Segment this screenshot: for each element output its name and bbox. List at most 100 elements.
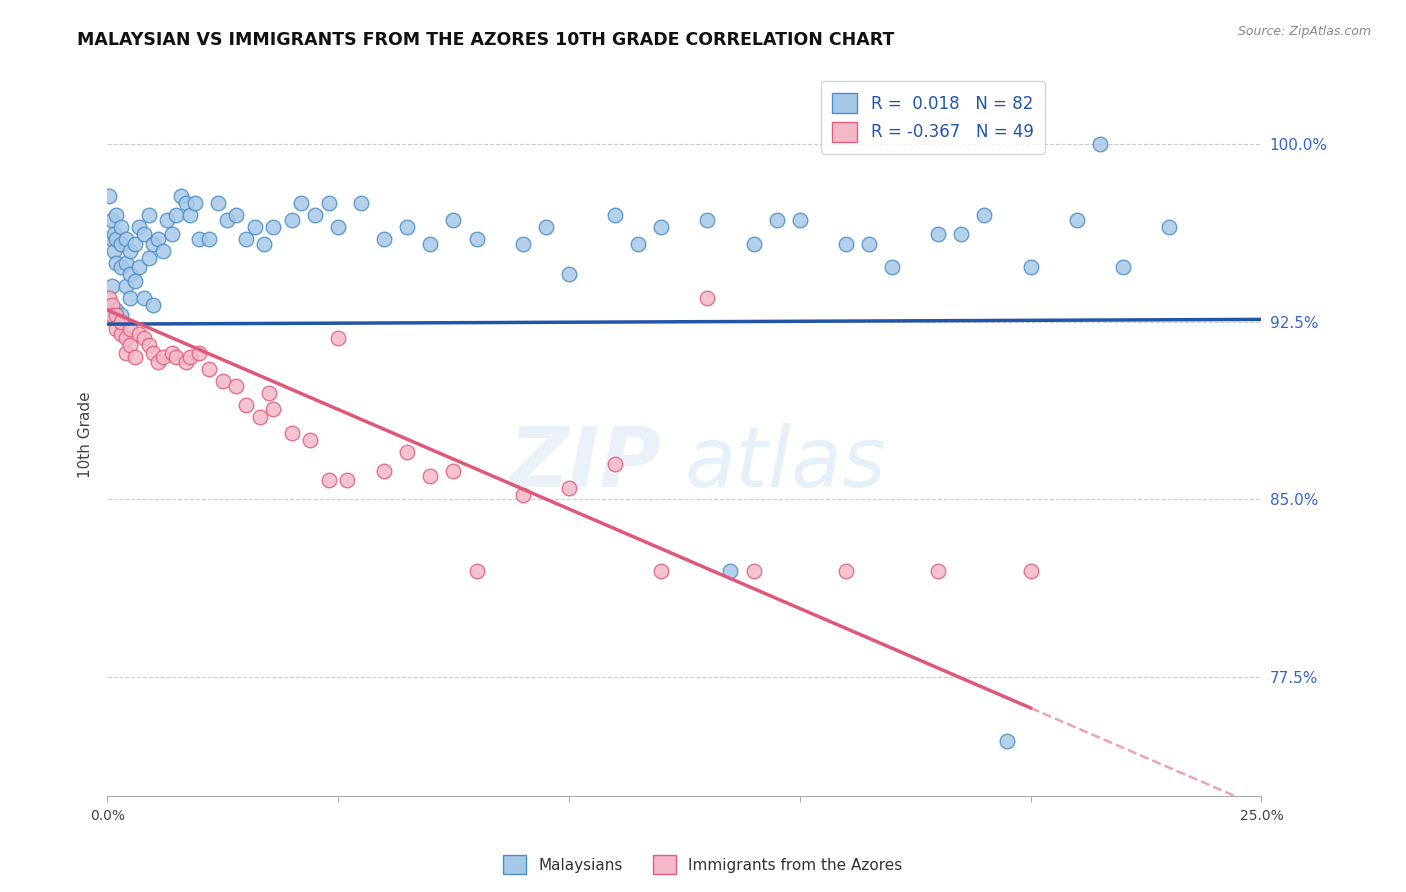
Point: [179, 351, 201, 365]
Point: [299, 434, 322, 448]
Point: [465, 564, 488, 578]
Point: [120, 322, 142, 336]
Point: [217, 212, 239, 227]
Point: [262, 402, 284, 417]
Point: [1112, 260, 1135, 275]
Point: [465, 232, 488, 246]
Point: [927, 564, 949, 578]
Point: [120, 268, 142, 282]
Point: [114, 345, 136, 359]
Point: [973, 208, 995, 222]
Point: [100, 232, 122, 246]
Legend: R =  0.018   N = 82, R = -0.367   N = 49: R = 0.018 N = 82, R = -0.367 N = 49: [821, 81, 1045, 153]
Point: [789, 212, 811, 227]
Point: [110, 219, 132, 234]
Point: [188, 232, 211, 246]
Point: [100, 298, 122, 312]
Point: [100, 279, 122, 293]
Point: [98, 291, 121, 305]
Point: [558, 481, 581, 495]
Point: [880, 260, 903, 275]
Point: [128, 260, 150, 275]
Point: [1066, 212, 1088, 227]
Point: [318, 196, 340, 211]
Point: [132, 331, 155, 345]
Point: [512, 236, 534, 251]
Text: atlas: atlas: [685, 423, 886, 504]
Point: [138, 338, 160, 352]
Point: [603, 457, 626, 471]
Point: [188, 345, 211, 359]
Point: [105, 308, 128, 322]
Point: [419, 468, 441, 483]
Point: [1019, 260, 1042, 275]
Point: [103, 244, 125, 258]
Point: [742, 236, 765, 251]
Point: [132, 227, 155, 241]
Point: [184, 196, 207, 211]
Point: [441, 464, 464, 478]
Point: [650, 564, 672, 578]
Point: [124, 275, 146, 289]
Point: [120, 291, 142, 305]
Point: [146, 355, 169, 369]
Point: [627, 236, 650, 251]
Point: [558, 268, 581, 282]
Point: [650, 219, 672, 234]
Point: [1088, 136, 1111, 151]
Point: [1157, 219, 1180, 234]
Point: [742, 564, 765, 578]
Point: [207, 196, 229, 211]
Point: [997, 734, 1019, 748]
Point: [110, 326, 132, 341]
Point: [170, 189, 193, 203]
Point: [114, 255, 136, 269]
Point: [696, 291, 718, 305]
Point: [105, 232, 128, 246]
Point: [114, 331, 136, 345]
Point: [326, 331, 349, 345]
Point: [396, 445, 419, 459]
Point: [603, 208, 626, 222]
Point: [696, 212, 718, 227]
Point: [765, 212, 787, 227]
Point: [253, 236, 276, 251]
Point: [225, 378, 247, 392]
Point: [512, 488, 534, 502]
Point: [142, 345, 165, 359]
Point: [858, 236, 880, 251]
Point: [105, 302, 128, 317]
Point: [419, 236, 441, 251]
Point: [98, 189, 121, 203]
Point: [304, 208, 326, 222]
Legend: Malaysians, Immigrants from the Azores: Malaysians, Immigrants from the Azores: [498, 849, 908, 880]
Point: [105, 255, 128, 269]
Point: [165, 208, 187, 222]
Point: [103, 227, 125, 241]
Point: [156, 212, 179, 227]
Point: [281, 426, 304, 441]
Point: [142, 236, 165, 251]
Point: [249, 409, 271, 424]
Point: [110, 260, 132, 275]
Point: [235, 398, 257, 412]
Point: [835, 236, 858, 251]
Point: [318, 474, 340, 488]
Point: [120, 338, 142, 352]
Point: [105, 322, 128, 336]
Point: [927, 227, 949, 241]
Point: [174, 196, 197, 211]
Point: [211, 374, 233, 388]
Point: [160, 345, 183, 359]
Text: ZIP: ZIP: [509, 423, 661, 504]
Point: [100, 212, 122, 227]
Point: [290, 196, 312, 211]
Point: [835, 564, 858, 578]
Point: [165, 351, 187, 365]
Point: [243, 219, 266, 234]
Point: [105, 208, 128, 222]
Point: [110, 315, 132, 329]
Point: [373, 232, 395, 246]
Point: [138, 251, 160, 265]
Point: [441, 212, 464, 227]
